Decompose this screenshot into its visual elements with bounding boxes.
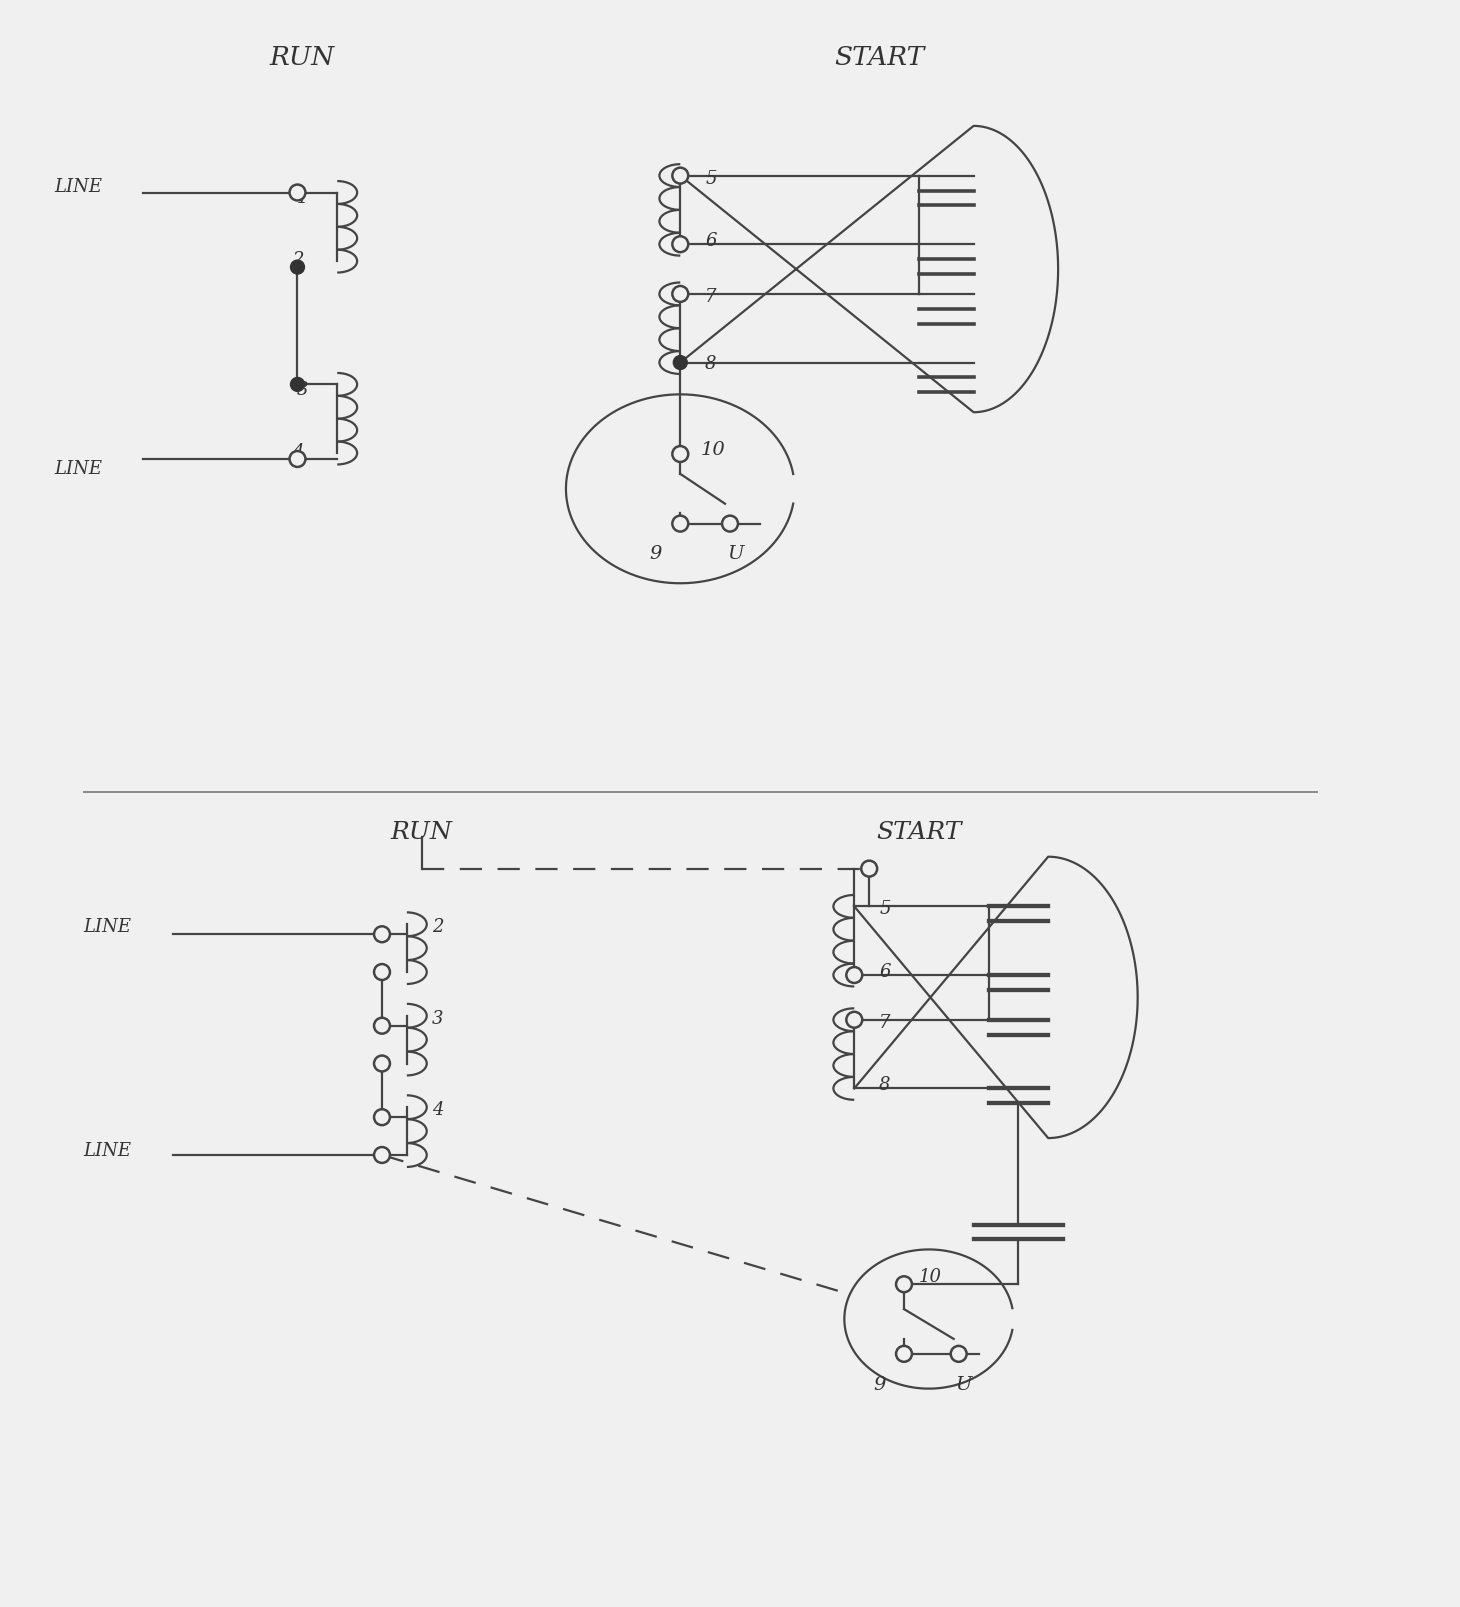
Text: 10: 10 xyxy=(701,440,726,458)
Text: RUN: RUN xyxy=(391,821,453,844)
Text: START: START xyxy=(834,45,924,69)
Circle shape xyxy=(673,238,688,252)
Text: 7: 7 xyxy=(705,288,717,305)
Text: U: U xyxy=(955,1376,972,1393)
Text: LINE: LINE xyxy=(54,460,102,477)
Circle shape xyxy=(374,1056,390,1072)
Circle shape xyxy=(847,967,863,983)
Text: 5: 5 xyxy=(705,169,717,188)
Circle shape xyxy=(374,1147,390,1163)
Circle shape xyxy=(861,861,877,877)
Text: 6: 6 xyxy=(705,231,717,251)
Circle shape xyxy=(291,260,305,275)
Text: 3: 3 xyxy=(432,1009,444,1027)
Text: RUN: RUN xyxy=(270,45,336,69)
Circle shape xyxy=(896,1347,912,1363)
Circle shape xyxy=(673,286,688,302)
Text: 9: 9 xyxy=(873,1376,885,1393)
Circle shape xyxy=(374,927,390,943)
Text: LINE: LINE xyxy=(83,1141,131,1159)
Circle shape xyxy=(374,1109,390,1125)
Text: 4: 4 xyxy=(292,444,304,461)
Text: U: U xyxy=(727,545,743,562)
Text: 8: 8 xyxy=(879,1075,891,1094)
Text: 10: 10 xyxy=(918,1268,942,1286)
Circle shape xyxy=(950,1347,967,1363)
Circle shape xyxy=(289,452,305,468)
Text: 1: 1 xyxy=(296,190,308,207)
Circle shape xyxy=(673,169,688,185)
Circle shape xyxy=(673,447,688,463)
Text: 4: 4 xyxy=(432,1101,444,1118)
Text: 2: 2 xyxy=(292,251,304,268)
Circle shape xyxy=(896,1276,912,1292)
Text: LINE: LINE xyxy=(54,177,102,196)
Circle shape xyxy=(374,1019,390,1033)
Circle shape xyxy=(291,378,305,392)
Circle shape xyxy=(289,185,305,201)
Text: START: START xyxy=(876,821,962,844)
Circle shape xyxy=(374,964,390,980)
Text: 9: 9 xyxy=(650,545,661,562)
Circle shape xyxy=(673,357,688,370)
Circle shape xyxy=(847,1012,863,1028)
Circle shape xyxy=(723,516,737,532)
Text: 7: 7 xyxy=(879,1012,891,1032)
Circle shape xyxy=(673,516,688,532)
Text: 5: 5 xyxy=(879,900,891,918)
Text: 3: 3 xyxy=(296,381,308,399)
Text: 8: 8 xyxy=(705,354,717,373)
Text: LINE: LINE xyxy=(83,918,131,935)
Text: 2: 2 xyxy=(432,918,444,935)
Text: 6: 6 xyxy=(879,963,891,980)
